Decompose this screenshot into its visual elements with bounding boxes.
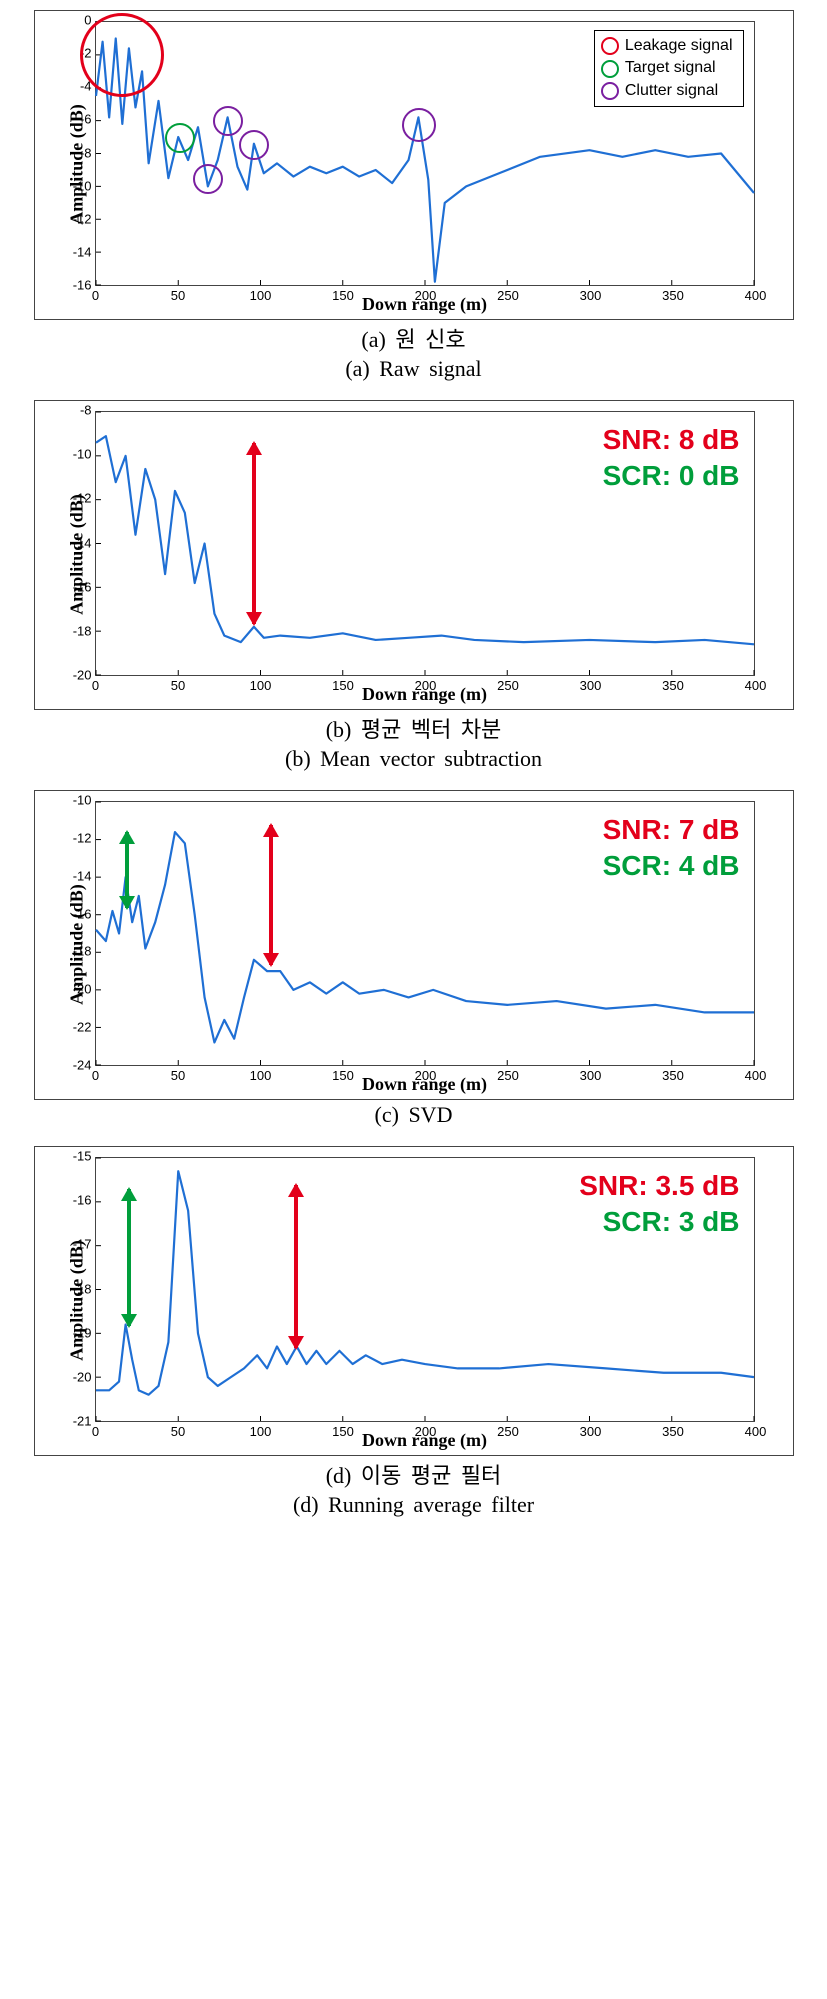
range-arrow — [127, 1189, 131, 1326]
snr-label: SNR: 3.5 dB — [579, 1170, 739, 1202]
legend-marker — [601, 60, 619, 78]
y-tick: -2 — [66, 46, 92, 61]
y-tick: -20 — [66, 1369, 92, 1384]
y-tick: -14 — [66, 868, 92, 883]
legend-label: Clutter signal — [625, 80, 718, 102]
panel-c: Amplitude (dB)050100150200250300350400-1… — [0, 790, 827, 1128]
legend-label: Target signal — [625, 57, 716, 79]
snr-label: SNR: 8 dB — [603, 424, 740, 456]
plot-frame: Amplitude (dB)0501001502002503003504000-… — [34, 10, 794, 320]
y-tick: -20 — [66, 668, 92, 683]
plot-frame: Amplitude (dB) 050100150200250300350400-1… — [34, 1146, 794, 1456]
y-tick: -4 — [66, 79, 92, 94]
scr-label: SCR: 3 dB — [603, 1206, 740, 1238]
y-tick: -20 — [66, 982, 92, 997]
range-arrow — [252, 443, 256, 624]
y-tick: -6 — [66, 112, 92, 127]
panel-a: Amplitude (dB)0501001502002503003504000-… — [0, 10, 827, 382]
y-tick: -12 — [66, 830, 92, 845]
y-tick: -14 — [66, 535, 92, 550]
x-axis-label: Down range (m) — [95, 684, 755, 705]
range-arrow — [269, 825, 273, 965]
legend-row: Leakage signal — [601, 35, 733, 57]
y-tick: -19 — [66, 1325, 92, 1340]
y-tick: -16 — [66, 1193, 92, 1208]
x-axis-label: Down range (m) — [95, 1430, 755, 1451]
y-tick: 0 — [66, 13, 92, 28]
legend-marker — [601, 37, 619, 55]
scr-label: SCR: 4 dB — [603, 850, 740, 882]
legend-label: Leakage signal — [625, 35, 733, 57]
y-tick: -12 — [66, 211, 92, 226]
y-tick: -10 — [66, 793, 92, 808]
caption-en: (a) Raw signal — [345, 356, 481, 382]
caption-ko: (b) 평균 벡터 차분 — [326, 712, 502, 744]
y-axis-label: Amplitude (dB) — [66, 494, 87, 615]
y-axis-label: Amplitude (dB) — [66, 1240, 87, 1361]
panel-b: Amplitude (dB) 050100150200250300350400-8… — [0, 400, 827, 772]
y-tick: -24 — [66, 1058, 92, 1073]
y-tick: -10 — [66, 447, 92, 462]
caption-en: (b) Mean vector subtraction — [285, 746, 542, 772]
x-axis-label: Down range (m) — [95, 1074, 755, 1095]
legend: Leakage signalTarget signalClutter signa… — [594, 30, 744, 107]
caption-ko: (c) SVD — [375, 1102, 453, 1128]
y-tick: -16 — [66, 906, 92, 921]
panel-d: Amplitude (dB) 050100150200250300350400-1… — [0, 1146, 827, 1518]
plot-frame: Amplitude (dB) 050100150200250300350400-8… — [34, 400, 794, 710]
caption-ko: (a) 원 신호 — [361, 322, 465, 354]
y-tick: -18 — [66, 944, 92, 959]
legend-row: Clutter signal — [601, 80, 733, 102]
plot-area: 0501001502002503003504000-2-4-6-8-10-12-… — [95, 21, 755, 286]
plot-area: 050100150200250300350400-15-16-17-18-19-… — [95, 1157, 755, 1422]
y-tick: -14 — [66, 244, 92, 259]
legend-row: Target signal — [601, 57, 733, 79]
plot-frame: Amplitude (dB)050100150200250300350400-1… — [34, 790, 794, 1100]
scr-label: SCR: 0 dB — [603, 460, 740, 492]
y-tick: -21 — [66, 1414, 92, 1429]
y-tick: -15 — [66, 1149, 92, 1164]
snr-label: SNR: 7 dB — [603, 814, 740, 846]
y-tick: -17 — [66, 1237, 92, 1252]
y-tick: -12 — [66, 491, 92, 506]
y-tick: -18 — [66, 1281, 92, 1296]
y-tick: -8 — [66, 145, 92, 160]
plot-area: 050100150200250300350400-8-10-12-14-16-1… — [95, 411, 755, 676]
plot-area: 050100150200250300350400-10-12-14-16-18-… — [95, 801, 755, 1066]
caption-en: (d) Running average filter — [293, 1492, 534, 1518]
y-tick: -8 — [66, 403, 92, 418]
y-tick: -16 — [66, 579, 92, 594]
x-axis-label: Down range (m) — [95, 294, 755, 315]
y-tick: -10 — [66, 178, 92, 193]
range-arrow — [125, 832, 129, 908]
caption-ko: (d) 이동 평균 필터 — [326, 1458, 502, 1490]
legend-marker — [601, 82, 619, 100]
y-tick: -22 — [66, 1020, 92, 1035]
range-arrow — [294, 1185, 298, 1348]
y-tick: -16 — [66, 278, 92, 293]
y-tick: -18 — [66, 623, 92, 638]
